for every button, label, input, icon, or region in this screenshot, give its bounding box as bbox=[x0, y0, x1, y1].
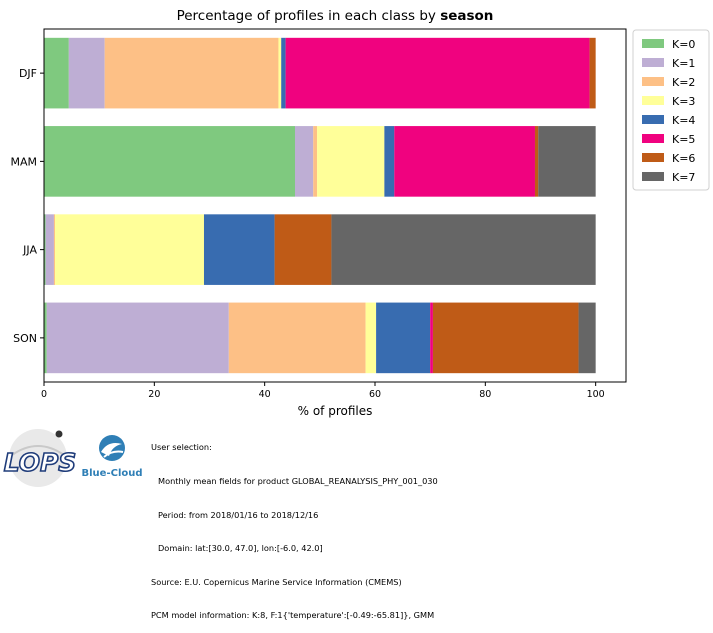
bar-son-k1 bbox=[46, 302, 229, 374]
footer-user-selection: User selection: bbox=[151, 442, 212, 453]
legend-swatch-k2 bbox=[642, 77, 664, 86]
bar-djf-k0 bbox=[44, 37, 69, 109]
footer-domain: Domain: lat:[30.0, 47.0], lon:[-6.0, 42.… bbox=[158, 543, 323, 554]
y-tick-label-jja: JJA bbox=[22, 244, 37, 257]
bar-jja-k2 bbox=[53, 214, 56, 285]
legend-swatch-k0 bbox=[642, 39, 664, 48]
bar-jja-k4 bbox=[203, 214, 275, 285]
x-axis-label: % of profiles bbox=[298, 404, 373, 418]
bar-jja-k6 bbox=[274, 214, 332, 285]
legend-swatch-k5 bbox=[642, 134, 664, 143]
bar-djf-k4 bbox=[281, 37, 286, 109]
legend-label-k2: K=2 bbox=[672, 76, 695, 89]
bar-son-k3 bbox=[365, 302, 377, 374]
bar-jja-k3 bbox=[55, 214, 204, 285]
x-tick-label: 80 bbox=[479, 389, 491, 400]
x-axis-ticks: 0 20 40 60 80 100 bbox=[41, 382, 605, 400]
legend-label-k1: K=1 bbox=[672, 57, 695, 70]
y-tick-label-son: SON bbox=[13, 332, 37, 345]
footer-model-info: PCM model information: K:8, F:1{'tempera… bbox=[151, 610, 435, 621]
y-tick-label-djf: DJF bbox=[19, 67, 37, 80]
bar-mam-k1 bbox=[295, 126, 314, 197]
plot-frame bbox=[43, 28, 627, 383]
chart-title-bold: season bbox=[440, 8, 493, 24]
y-axis-ticks: DJF MAM JJA SON bbox=[10, 67, 44, 345]
bar-djf-k5 bbox=[285, 37, 590, 109]
bar-djf-k6 bbox=[589, 37, 596, 109]
footer-period: Period: from 2018/01/16 to 2018/12/16 bbox=[158, 509, 319, 520]
lops-globe-icon bbox=[9, 429, 67, 487]
bar-djf-k2 bbox=[104, 37, 279, 109]
bar-djf-k3 bbox=[278, 37, 282, 109]
legend-swatch-k4 bbox=[642, 115, 664, 124]
legend-swatch-k7 bbox=[642, 172, 664, 181]
x-tick-label: 0 bbox=[41, 389, 47, 400]
bar-mam-k7 bbox=[538, 126, 596, 197]
lops-logo: LOPS bbox=[2, 425, 80, 495]
legend-label-k6: K=6 bbox=[672, 152, 695, 165]
bar-son-k7 bbox=[578, 302, 596, 374]
lops-logo-text: LOPS bbox=[4, 448, 77, 477]
legend-swatch-k3 bbox=[642, 96, 664, 105]
bar-son-k4 bbox=[376, 302, 431, 374]
legend-swatch-k1 bbox=[642, 58, 664, 67]
legend-label-k5: K=5 bbox=[672, 133, 695, 146]
x-tick-label: 20 bbox=[148, 389, 160, 400]
stacked-bar-chart: Percentage of profiles in each class by … bbox=[10, 8, 710, 418]
bluecloud-logo: Blue-Cloud bbox=[81, 432, 143, 488]
bar-mam-k2 bbox=[313, 126, 318, 197]
y-tick-label-mam: MAM bbox=[10, 155, 37, 168]
bar-mam-k4 bbox=[384, 126, 395, 197]
bar-mam-k6 bbox=[534, 126, 539, 197]
bar-mam-k3 bbox=[317, 126, 385, 197]
bar-jja-k1 bbox=[45, 214, 54, 285]
bar-mam-k5 bbox=[394, 126, 535, 197]
bar-son-k6 bbox=[432, 302, 579, 374]
legend-box bbox=[632, 29, 710, 191]
bar-jja-k0 bbox=[44, 214, 46, 285]
legend-label-k0: K=0 bbox=[672, 38, 695, 51]
chart-title: Percentage of profiles in each class by … bbox=[177, 8, 494, 24]
bar-djf-k1 bbox=[68, 37, 105, 109]
bar-mam-k0 bbox=[44, 126, 296, 197]
chart-title-prefix: Percentage of profiles in each class by bbox=[177, 8, 441, 24]
x-tick-label: 100 bbox=[587, 389, 605, 400]
x-tick-label: 40 bbox=[259, 389, 271, 400]
legend-swatch-k6 bbox=[642, 153, 664, 162]
footer-product: Monthly mean fields for product GLOBAL_R… bbox=[158, 476, 438, 487]
bar-son-k5 bbox=[430, 302, 433, 374]
bar-son-k2 bbox=[228, 302, 366, 374]
bars-group bbox=[44, 37, 596, 374]
legend-label-k3: K=3 bbox=[672, 95, 695, 108]
x-tick-label: 60 bbox=[369, 389, 381, 400]
bar-son-k0 bbox=[44, 302, 47, 374]
legend-label-k7: K=7 bbox=[672, 171, 695, 184]
footer-source: Source: E.U. Copernicus Marine Service I… bbox=[151, 576, 402, 587]
bar-jja-k7 bbox=[331, 214, 596, 285]
footer-info: User selection: Monthly mean fields for … bbox=[151, 420, 438, 633]
bluecloud-logo-text: Blue-Cloud bbox=[82, 468, 142, 479]
legend: K=0 K=1 K=2 K=3 K=4 K=5 K=6 K=7 bbox=[632, 29, 710, 191]
legend-label-k4: K=4 bbox=[672, 114, 695, 127]
